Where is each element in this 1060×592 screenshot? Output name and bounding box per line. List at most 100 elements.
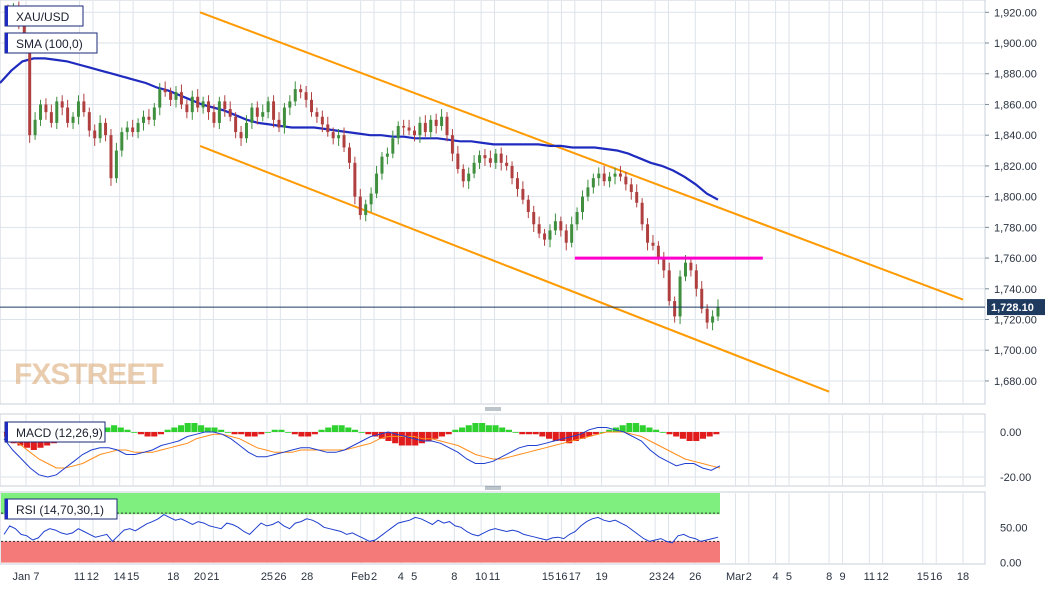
y-tick-label: 1,920.00: [994, 7, 1037, 19]
macd-histogram-bar: [619, 425, 626, 432]
macd-histogram-bar: [485, 425, 492, 432]
candle-body: [548, 230, 552, 240]
macd-histogram-bar: [117, 427, 124, 432]
x-tick-label: 19: [595, 571, 607, 583]
macd-histogram-bar: [686, 432, 693, 441]
candle-body: [282, 107, 286, 128]
candle-body: [635, 192, 639, 203]
candle-body: [82, 101, 86, 113]
macd-histogram-bar: [258, 432, 265, 435]
candle-body: [651, 242, 655, 246]
candle-body: [673, 301, 677, 317]
macd-histogram-bar: [144, 432, 151, 437]
candle-body: [93, 130, 97, 139]
macd-histogram-bar: [318, 429, 325, 432]
candle-body: [255, 107, 259, 117]
x-tick-label: 18: [957, 571, 969, 583]
macd-histogram-bar: [679, 432, 686, 439]
candle-body: [618, 173, 622, 177]
candle-body: [190, 96, 194, 113]
candle-body: [272, 101, 276, 120]
x-tick-label: 21: [207, 571, 219, 583]
panel-resize-handle[interactable]: [485, 407, 501, 411]
candle-body: [694, 270, 698, 289]
macd-histogram-bar: [706, 432, 713, 437]
macd-histogram-bar: [659, 432, 666, 433]
x-tick-label: 12: [87, 571, 99, 583]
x-tick-label: Jan 7: [13, 571, 40, 583]
macd-histogram-bar: [633, 423, 640, 432]
x-tick-label: 8: [451, 571, 457, 583]
macd-histogram-bar: [432, 432, 439, 439]
sma-line: [0, 57, 719, 201]
x-tick-label: 4: [773, 571, 779, 583]
x-tick-label: 2: [371, 571, 377, 583]
macd-histogram-bar: [666, 432, 673, 435]
symbol-label-box[interactable]: XAU/USD: [4, 5, 84, 27]
candle-body: [705, 308, 709, 323]
candle-body: [553, 221, 557, 231]
candle-body: [581, 196, 585, 212]
x-tick-label: 20: [194, 571, 206, 583]
x-tick-label: 15: [917, 571, 929, 583]
macd-y-tick-label: 0.00: [1000, 427, 1021, 439]
candle-body: [364, 204, 368, 216]
macd-histogram-bar: [452, 429, 459, 432]
x-tick-label: 9: [839, 571, 845, 583]
candle-body: [396, 125, 400, 139]
candle-body: [434, 119, 438, 126]
macd-histogram-bar: [405, 432, 412, 446]
candle-body: [250, 107, 254, 123]
candle-body: [369, 193, 373, 205]
candle-body: [640, 202, 644, 225]
macd-histogram-bar: [351, 429, 359, 432]
candle-body: [196, 96, 200, 108]
macd-label: MACD (12,26,9): [16, 426, 103, 440]
macd-histogram-bar: [218, 429, 225, 432]
macd-histogram-bar: [198, 425, 205, 432]
macd-histogram-bar: [445, 432, 452, 435]
candle-body: [125, 127, 129, 133]
candle-body: [689, 262, 693, 271]
sma-label-box[interactable]: SMA (100,0): [4, 32, 98, 54]
candle-body: [244, 122, 248, 139]
candle-body: [629, 184, 633, 193]
x-tick-label: 17: [569, 571, 581, 583]
x-tick-label: 15: [542, 571, 554, 583]
macd-histogram-bar: [251, 432, 258, 437]
candle-body: [104, 122, 108, 136]
macd-histogram-bar: [365, 432, 372, 435]
y-tick-label: 1,840.00: [994, 130, 1037, 142]
x-tick-label: 5: [411, 571, 417, 583]
macd-label-box[interactable]: MACD (12,26,9): [4, 421, 106, 443]
x-tick-label: 14: [114, 571, 126, 583]
macd-histogram-bar: [552, 432, 559, 441]
candle-body: [239, 132, 243, 139]
x-tick-label: 26: [689, 571, 701, 583]
macd-histogram-bar: [278, 429, 285, 432]
candle-body: [412, 130, 416, 136]
x-tick-label: 12: [877, 571, 889, 583]
candle-body: [293, 89, 297, 102]
candle-body: [217, 101, 221, 123]
candle-body: [147, 116, 151, 120]
macd-histogram-bar: [285, 432, 292, 433]
candle-body: [683, 262, 687, 277]
candle-body: [613, 173, 617, 177]
candle-body: [472, 162, 476, 174]
candle-body: [28, 46, 32, 136]
candle-body: [326, 124, 330, 133]
macd-histogram-bar: [492, 425, 499, 432]
macd-histogram-bar: [291, 432, 298, 435]
candle-body: [342, 135, 346, 148]
candle-body: [418, 122, 422, 136]
macd-histogram-bar: [171, 427, 178, 432]
macd-histogram-bar: [693, 432, 700, 441]
macd-histogram-bar: [131, 432, 138, 433]
candle-body: [488, 158, 492, 163]
candle-body: [347, 147, 351, 163]
rsi-label-box[interactable]: RSI (14,70,30,1): [4, 498, 118, 520]
candle-body: [174, 92, 178, 100]
candle-body: [526, 199, 530, 212]
panel-resize-handle[interactable]: [485, 486, 501, 490]
